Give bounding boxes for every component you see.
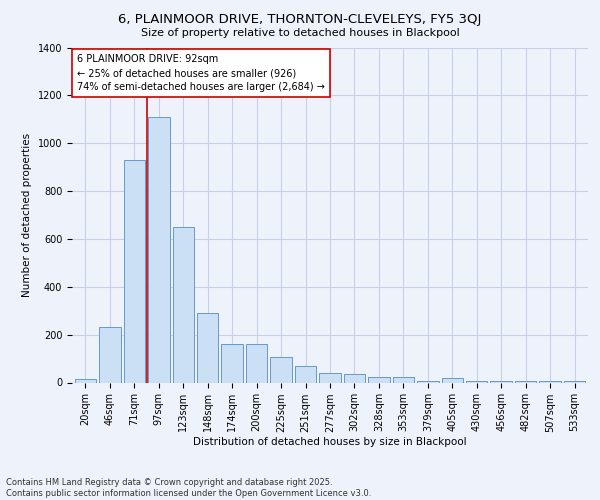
Bar (344, 374, 365, 382)
Bar (319, 374, 341, 382)
Bar (173, 227, 194, 382)
X-axis label: Distribution of detached houses by size in Blackpool: Distribution of detached houses by size … (193, 438, 467, 448)
Bar (392, 377, 414, 382)
Bar (368, 377, 389, 382)
Bar (197, 313, 218, 382)
Bar (148, 117, 170, 382)
Bar (246, 344, 268, 383)
Text: 6 PLAINMOOR DRIVE: 92sqm
← 25% of detached houses are smaller (926)
74% of semi-: 6 PLAINMOOR DRIVE: 92sqm ← 25% of detach… (77, 54, 325, 92)
Text: Size of property relative to detached houses in Blackpool: Size of property relative to detached ho… (140, 28, 460, 38)
Bar (99, 328, 121, 382)
Bar (74, 379, 96, 382)
Y-axis label: Number of detached properties: Number of detached properties (22, 133, 32, 297)
Bar (442, 378, 463, 382)
Bar (124, 160, 145, 382)
Bar (271, 358, 292, 382)
Bar (564, 380, 586, 382)
Bar (295, 366, 316, 382)
Text: 6, PLAINMOOR DRIVE, THORNTON-CLEVELEYS, FY5 3QJ: 6, PLAINMOOR DRIVE, THORNTON-CLEVELEYS, … (118, 12, 482, 26)
Bar (221, 344, 243, 383)
Text: Contains HM Land Registry data © Crown copyright and database right 2025.
Contai: Contains HM Land Registry data © Crown c… (6, 478, 371, 498)
